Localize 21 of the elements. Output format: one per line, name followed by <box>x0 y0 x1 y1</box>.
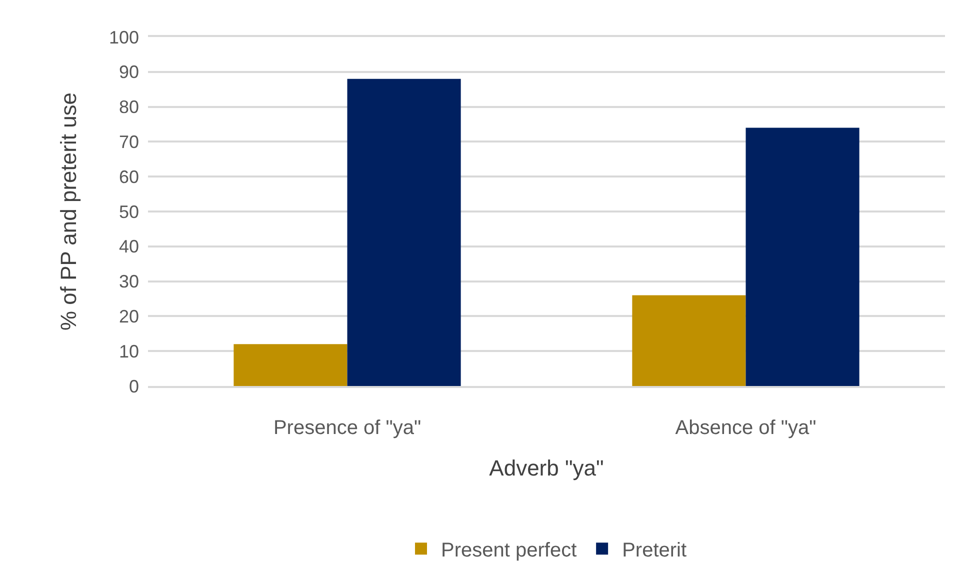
y-tick-label: 0 <box>128 376 139 396</box>
y-tick-label: 70 <box>118 132 139 152</box>
y-tick-label: 30 <box>118 272 139 292</box>
y-tick-label: 60 <box>118 166 139 187</box>
y-tick-label: 100 <box>108 27 139 48</box>
y-tick-label: 10 <box>118 341 139 362</box>
x-axis-title: Adverb "ya" <box>489 455 604 480</box>
x-tick-label: Absence of "ya" <box>675 417 816 439</box>
y-tick-label: 40 <box>118 236 139 257</box>
y-axis-title: % of PP and preterit use <box>56 92 81 331</box>
bar <box>632 295 746 386</box>
legend-label: Present perfect <box>441 539 578 562</box>
bar <box>347 78 461 386</box>
y-tick-label: 90 <box>118 62 139 82</box>
bar <box>746 128 860 386</box>
y-tick-label: 50 <box>118 202 139 222</box>
y-tick-label: 20 <box>118 306 139 326</box>
x-tick-label: Presence of "ya" <box>273 417 422 439</box>
y-tick-label: 80 <box>118 97 139 118</box>
legend-label: Preterit <box>622 539 687 562</box>
bar <box>234 344 348 386</box>
